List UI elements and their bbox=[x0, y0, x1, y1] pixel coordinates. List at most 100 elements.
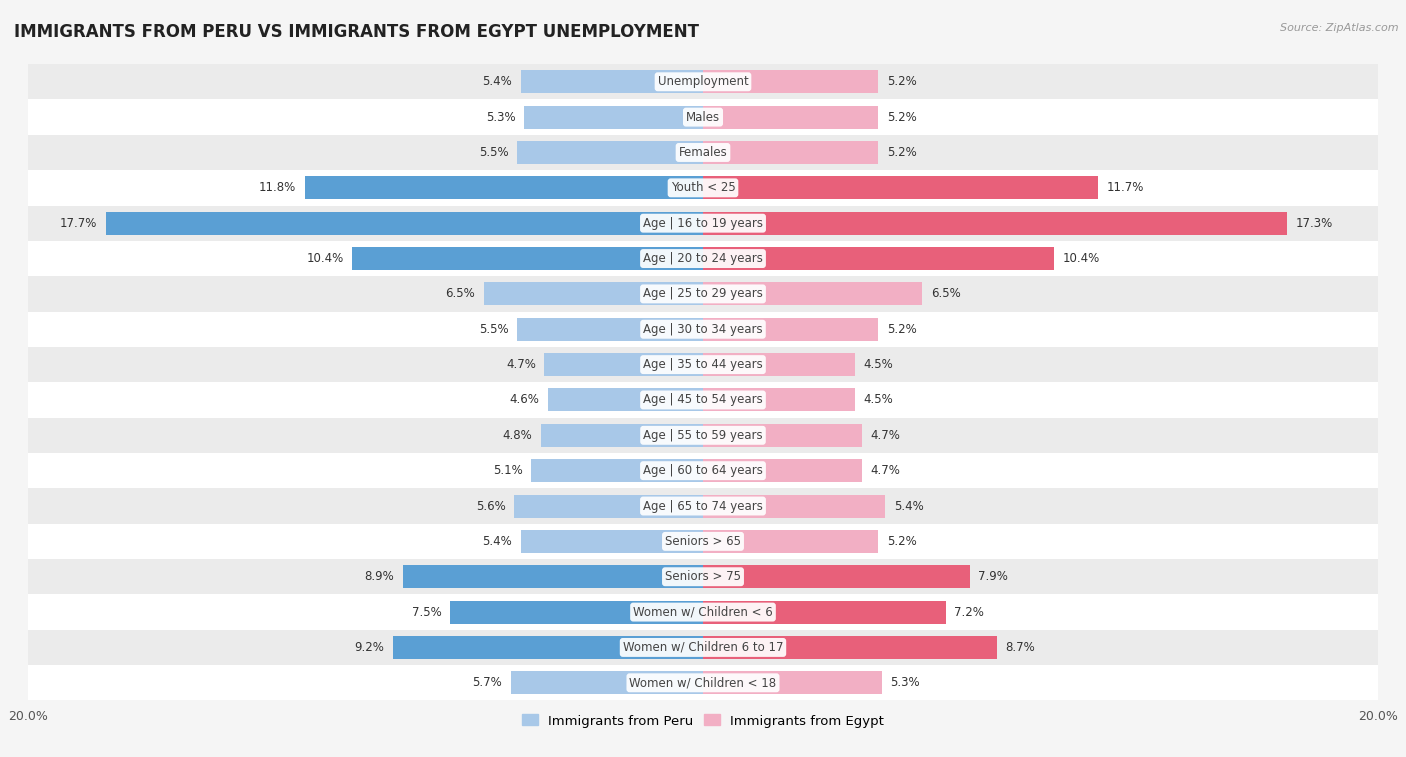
Bar bbox=[28, 170, 1378, 205]
Text: 4.5%: 4.5% bbox=[863, 394, 893, 407]
Bar bbox=[510, 671, 703, 694]
Text: 4.8%: 4.8% bbox=[503, 428, 533, 442]
Bar bbox=[703, 70, 879, 93]
Text: 8.7%: 8.7% bbox=[1005, 641, 1035, 654]
Bar bbox=[305, 176, 703, 199]
Bar bbox=[703, 141, 879, 164]
Text: Age | 30 to 34 years: Age | 30 to 34 years bbox=[643, 322, 763, 336]
Bar bbox=[484, 282, 703, 305]
Text: 5.6%: 5.6% bbox=[475, 500, 506, 512]
Text: Age | 20 to 24 years: Age | 20 to 24 years bbox=[643, 252, 763, 265]
Text: IMMIGRANTS FROM PERU VS IMMIGRANTS FROM EGYPT UNEMPLOYMENT: IMMIGRANTS FROM PERU VS IMMIGRANTS FROM … bbox=[14, 23, 699, 41]
Bar bbox=[517, 141, 703, 164]
Text: 5.4%: 5.4% bbox=[894, 500, 924, 512]
Bar bbox=[703, 247, 1054, 270]
Text: Age | 65 to 74 years: Age | 65 to 74 years bbox=[643, 500, 763, 512]
Text: Age | 25 to 29 years: Age | 25 to 29 years bbox=[643, 288, 763, 301]
Text: Seniors > 75: Seniors > 75 bbox=[665, 570, 741, 583]
Text: 17.7%: 17.7% bbox=[60, 217, 97, 229]
Bar bbox=[703, 282, 922, 305]
Text: 5.4%: 5.4% bbox=[482, 75, 512, 89]
Text: 5.3%: 5.3% bbox=[486, 111, 516, 123]
Bar bbox=[28, 64, 1378, 99]
Text: 5.2%: 5.2% bbox=[887, 111, 917, 123]
Bar bbox=[703, 388, 855, 412]
Text: 5.5%: 5.5% bbox=[479, 146, 509, 159]
Bar bbox=[524, 106, 703, 129]
Text: 10.4%: 10.4% bbox=[1063, 252, 1099, 265]
Text: Age | 60 to 64 years: Age | 60 to 64 years bbox=[643, 464, 763, 477]
Text: 10.4%: 10.4% bbox=[307, 252, 343, 265]
Bar bbox=[28, 276, 1378, 312]
Text: 8.9%: 8.9% bbox=[364, 570, 394, 583]
Text: 6.5%: 6.5% bbox=[446, 288, 475, 301]
Text: 5.2%: 5.2% bbox=[887, 535, 917, 548]
Bar bbox=[28, 99, 1378, 135]
Text: Age | 16 to 19 years: Age | 16 to 19 years bbox=[643, 217, 763, 229]
Bar bbox=[703, 494, 886, 518]
Text: Males: Males bbox=[686, 111, 720, 123]
Text: 5.4%: 5.4% bbox=[482, 535, 512, 548]
Text: 5.2%: 5.2% bbox=[887, 322, 917, 336]
Bar bbox=[548, 388, 703, 412]
Text: Source: ZipAtlas.com: Source: ZipAtlas.com bbox=[1281, 23, 1399, 33]
Bar bbox=[703, 530, 879, 553]
Text: 5.3%: 5.3% bbox=[890, 676, 920, 690]
Bar bbox=[28, 665, 1378, 700]
Text: 5.7%: 5.7% bbox=[472, 676, 502, 690]
Bar bbox=[450, 600, 703, 624]
Text: Women w/ Children < 6: Women w/ Children < 6 bbox=[633, 606, 773, 618]
Bar bbox=[28, 347, 1378, 382]
Text: Age | 35 to 44 years: Age | 35 to 44 years bbox=[643, 358, 763, 371]
Legend: Immigrants from Peru, Immigrants from Egypt: Immigrants from Peru, Immigrants from Eg… bbox=[516, 709, 890, 733]
Text: Women w/ Children 6 to 17: Women w/ Children 6 to 17 bbox=[623, 641, 783, 654]
Text: Females: Females bbox=[679, 146, 727, 159]
Text: Unemployment: Unemployment bbox=[658, 75, 748, 89]
Text: 4.6%: 4.6% bbox=[509, 394, 540, 407]
Bar bbox=[28, 630, 1378, 665]
Bar bbox=[703, 176, 1098, 199]
Text: Seniors > 65: Seniors > 65 bbox=[665, 535, 741, 548]
Bar bbox=[352, 247, 703, 270]
Bar bbox=[28, 205, 1378, 241]
Bar bbox=[703, 600, 946, 624]
Text: 9.2%: 9.2% bbox=[354, 641, 384, 654]
Bar bbox=[28, 559, 1378, 594]
Text: 6.5%: 6.5% bbox=[931, 288, 960, 301]
Bar bbox=[703, 212, 1286, 235]
Bar bbox=[515, 494, 703, 518]
Text: 4.5%: 4.5% bbox=[863, 358, 893, 371]
Bar bbox=[28, 488, 1378, 524]
Bar bbox=[703, 106, 879, 129]
Bar bbox=[703, 565, 970, 588]
Bar bbox=[28, 382, 1378, 418]
Bar bbox=[28, 312, 1378, 347]
Bar bbox=[531, 459, 703, 482]
Bar bbox=[402, 565, 703, 588]
Text: 7.5%: 7.5% bbox=[412, 606, 441, 618]
Text: Women w/ Children < 18: Women w/ Children < 18 bbox=[630, 676, 776, 690]
Bar bbox=[28, 524, 1378, 559]
Text: 11.8%: 11.8% bbox=[259, 182, 297, 195]
Bar bbox=[703, 424, 862, 447]
Bar bbox=[28, 453, 1378, 488]
Text: 11.7%: 11.7% bbox=[1107, 182, 1143, 195]
Bar bbox=[28, 241, 1378, 276]
Bar bbox=[520, 70, 703, 93]
Bar bbox=[28, 418, 1378, 453]
Bar bbox=[517, 318, 703, 341]
Text: 7.9%: 7.9% bbox=[979, 570, 1008, 583]
Text: Age | 45 to 54 years: Age | 45 to 54 years bbox=[643, 394, 763, 407]
Bar bbox=[28, 594, 1378, 630]
Text: 17.3%: 17.3% bbox=[1295, 217, 1333, 229]
Text: 5.2%: 5.2% bbox=[887, 146, 917, 159]
Text: 4.7%: 4.7% bbox=[870, 464, 900, 477]
Bar bbox=[703, 459, 862, 482]
Text: 4.7%: 4.7% bbox=[506, 358, 536, 371]
Text: 7.2%: 7.2% bbox=[955, 606, 984, 618]
Bar bbox=[703, 318, 879, 341]
Bar bbox=[105, 212, 703, 235]
Bar bbox=[703, 671, 882, 694]
Bar bbox=[520, 530, 703, 553]
Bar bbox=[541, 424, 703, 447]
